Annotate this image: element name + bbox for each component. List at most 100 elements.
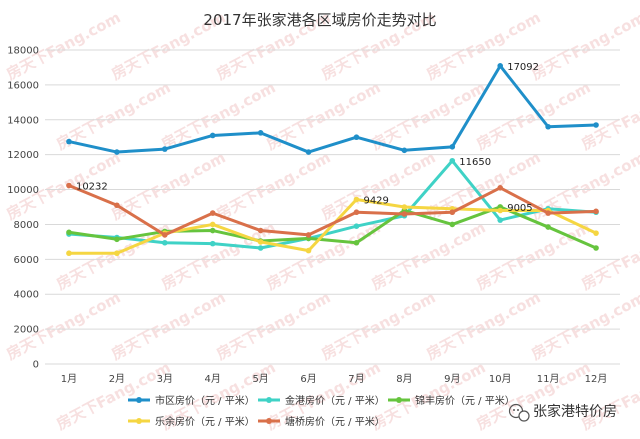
chart-title: 2017年张家港各区域房价走势对比 [203,11,436,29]
watermark-text: 房天下Fang.com [158,78,278,153]
data-point [66,138,72,145]
legend-marker [266,397,272,403]
watermark-text: 房天下Fang.com [213,288,333,363]
data-point [305,149,312,155]
x-tick-label: 8月 [396,373,412,385]
data-point [353,134,360,141]
series-line [67,159,598,250]
legend-label: 锦丰房价（元 / 平米） [415,394,515,407]
legend-item: 市区房价（元 / 平米） [128,394,255,407]
legend-marker [136,418,142,424]
watermark-text: 房天下Fang.com [423,288,543,363]
watermark-text: 房天下Fang.com [368,218,488,293]
x-tick-label: 3月 [157,373,173,385]
watermark-text: 房天下Fang.com [473,78,593,153]
brand-badge: 张家港特价房 [508,403,617,422]
series-line [67,184,598,237]
legend-item: 金港房价（元 / 平米） [258,394,385,407]
x-tick-label: 6月 [300,373,316,385]
y-tick-label: 10000 [7,185,39,196]
x-tick-label: 4月 [205,373,221,385]
data-point [209,132,216,139]
data-point [449,157,456,164]
data-point [353,209,360,216]
series-line [67,64,598,154]
data-point [305,247,312,254]
data-point [449,221,456,228]
y-tick-label: 4000 [14,290,39,301]
data-point [161,146,168,152]
legend-label: 塘桥房价（元 / 平米） [285,415,385,428]
series-layer [66,63,599,257]
y-tick-label: 12000 [7,150,39,161]
y-tick-label: 14000 [7,115,39,126]
x-axis: 1月 2月 3月 4月 5月 6月 7月 8月 9月 10月 11月 12月 [61,373,608,385]
data-point [497,217,504,223]
data-point [545,224,551,230]
grid-lines [45,49,620,365]
legend-label: 金港房价（元 / 平米） [285,394,385,407]
data-point [209,221,216,228]
data-point [114,236,120,243]
data-point [593,208,599,215]
wechat-icon [508,403,530,422]
data-label: 9005 [507,203,532,214]
data-label: 17092 [507,62,539,73]
y-axis: 0 2000 4000 6000 8000 10000 12000 14000 16000 180… [7,46,39,371]
x-tick-label: 10月 [489,373,512,385]
data-point [161,239,168,246]
x-tick-label: 9月 [444,373,460,385]
data-point [209,240,216,247]
data-point [545,123,551,130]
data-point [305,232,312,238]
data-labels: 17092 11650 9005 9429 10232 [76,62,539,214]
data-point [66,229,72,236]
data-point [257,245,264,251]
data-point [449,144,456,150]
data-point [257,239,264,245]
y-tick-label: 0 [33,360,39,371]
x-tick-label: 2月 [109,373,125,385]
legend-item: 锦丰房价（元 / 平米） [388,394,515,407]
data-point [449,209,456,216]
watermark-text: 房天下Fang.com [263,218,383,293]
data-point [66,182,72,189]
data-point [66,250,72,257]
y-tick-label: 18000 [7,46,39,57]
legend-label: 乐余房价（元 / 平米） [155,415,255,428]
data-label: 11650 [459,157,491,168]
data-point [114,149,120,155]
data-point [353,196,360,203]
x-tick-label: 5月 [252,373,268,385]
watermark-text: 房天下Fang.com [108,288,228,363]
series-0 [66,63,599,155]
watermark-text: 房天下Fang.com [528,288,640,363]
x-tick-label: 12月 [585,373,608,385]
y-tick-label: 6000 [14,255,39,266]
data-point [593,245,599,251]
data-point [593,230,599,236]
legend-marker [396,397,402,403]
x-tick-label: 11月 [537,373,560,385]
data-label: 10232 [76,182,108,193]
watermark-text: 房天下Fang.com [473,218,593,293]
data-point [401,147,408,154]
data-point [161,232,168,238]
data-label: 9429 [363,196,388,207]
legend-label: 市区房价（元 / 平米） [155,394,255,407]
data-point [593,122,599,128]
y-tick-label: 16000 [7,80,39,91]
data-point [209,227,216,234]
legend-marker [136,397,142,403]
y-tick-label: 8000 [14,220,39,231]
data-point [114,202,120,209]
data-point [353,223,360,229]
data-point [353,239,360,246]
data-point [497,63,504,69]
brand-name: 张家港特价房 [533,403,617,420]
data-point [257,130,264,136]
x-tick-label: 1月 [61,373,77,385]
data-point [401,211,408,217]
